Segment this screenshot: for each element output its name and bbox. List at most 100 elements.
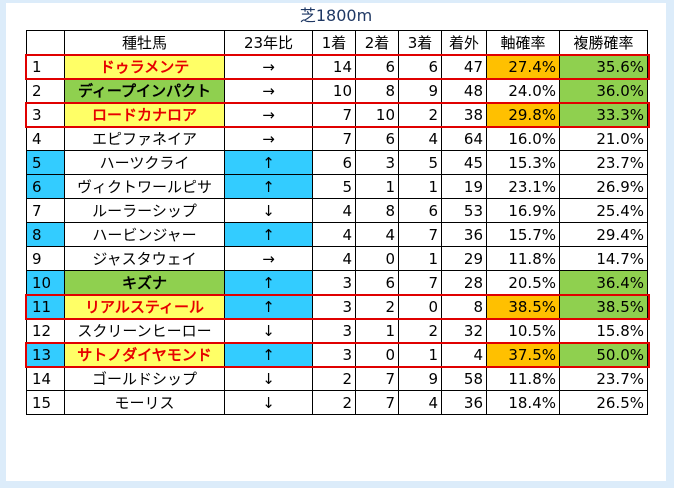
first-count: 4 [312, 246, 356, 271]
rank-cell: 1 [26, 54, 65, 79]
header-third: 3着 [398, 30, 442, 55]
first-count: 3 [312, 318, 356, 343]
sire-name: ルーラーシップ [64, 198, 225, 223]
table-row: 9 ジャスタウェイ → 4 0 1 29 11.8% 14.7% [26, 246, 648, 271]
header-axis-rate: 軸確率 [486, 30, 560, 55]
unplaced-count: 47 [441, 54, 487, 79]
header-place-rate: 複勝確率 [559, 30, 648, 55]
sire-name: キズナ [64, 270, 225, 295]
second-count: 0 [355, 246, 399, 271]
header-rank [26, 30, 65, 55]
axis-rate: 16.0% [486, 126, 560, 151]
sire-name: ゴールドシップ [64, 366, 225, 391]
place-rate: 29.4% [559, 222, 648, 247]
sire-name: ハーツクライ [64, 150, 225, 175]
second-count: 6 [355, 54, 399, 79]
rank-cell: 10 [26, 270, 65, 295]
trend-arrow: → [224, 246, 313, 271]
table-row: 3 ロードカナロア → 7 10 2 38 29.8% 33.3% [26, 102, 648, 127]
unplaced-count: 29 [441, 246, 487, 271]
place-rate: 35.6% [559, 54, 648, 79]
header-row: 種牡馬 23年比 1着 2着 3着 着外 軸確率 複勝確率 [26, 30, 648, 55]
first-count: 7 [312, 102, 356, 127]
first-count: 3 [312, 294, 356, 319]
place-rate: 15.8% [559, 318, 648, 343]
first-count: 4 [312, 222, 356, 247]
second-count: 3 [355, 150, 399, 175]
table-row: 14 ゴールドシップ ↓ 2 7 9 58 11.8% 23.7% [26, 366, 648, 391]
table-row: 13 サトノダイヤモンド ↑ 3 0 1 4 37.5% 50.0% [26, 342, 648, 367]
sire-name: ヴィクトワールピサ [64, 174, 225, 199]
unplaced-count: 4 [441, 342, 487, 367]
rank-cell: 5 [26, 150, 65, 175]
first-count: 14 [312, 54, 356, 79]
axis-rate: 16.9% [486, 198, 560, 223]
first-count: 2 [312, 366, 356, 391]
axis-rate: 23.1% [486, 174, 560, 199]
rank-cell: 15 [26, 390, 65, 415]
sire-name: スクリーンヒーロー [64, 318, 225, 343]
first-count: 3 [312, 270, 356, 295]
second-count: 6 [355, 270, 399, 295]
table-row: 8 ハービンジャー ↑ 4 4 7 36 15.7% 29.4% [26, 222, 648, 247]
third-count: 0 [398, 294, 442, 319]
axis-rate: 18.4% [486, 390, 560, 415]
place-rate: 21.0% [559, 126, 648, 151]
trend-arrow: ↓ [224, 318, 313, 343]
axis-rate: 15.7% [486, 222, 560, 247]
place-rate: 25.4% [559, 198, 648, 223]
axis-rate: 24.0% [486, 78, 560, 103]
trend-arrow: ↑ [224, 150, 313, 175]
axis-rate: 11.8% [486, 246, 560, 271]
third-count: 6 [398, 198, 442, 223]
unplaced-count: 53 [441, 198, 487, 223]
sire-stats-table: 種牡馬 23年比 1着 2着 3着 着外 軸確率 複勝確率 1 ドゥラメンテ → 14… [26, 30, 648, 415]
unplaced-count: 32 [441, 318, 487, 343]
table-row: 10 キズナ ↑ 3 6 7 28 20.5% 36.4% [26, 270, 648, 295]
second-count: 1 [355, 318, 399, 343]
third-count: 7 [398, 222, 442, 247]
axis-rate: 37.5% [486, 342, 560, 367]
third-count: 7 [398, 270, 442, 295]
second-count: 8 [355, 78, 399, 103]
first-count: 5 [312, 174, 356, 199]
axis-rate: 29.8% [486, 102, 560, 127]
trend-arrow: → [224, 78, 313, 103]
table-row: 6 ヴィクトワールピサ ↑ 5 1 1 19 23.1% 26.9% [26, 174, 648, 199]
unplaced-count: 58 [441, 366, 487, 391]
trend-arrow: → [224, 102, 313, 127]
rank-cell: 11 [26, 294, 65, 319]
sire-name: サトノダイヤモンド [64, 342, 225, 367]
trend-arrow: ↓ [224, 198, 313, 223]
unplaced-count: 36 [441, 390, 487, 415]
third-count: 4 [398, 126, 442, 151]
trend-arrow: ↑ [224, 222, 313, 247]
place-rate: 36.4% [559, 270, 648, 295]
table-title: 芝1800m [299, 6, 373, 25]
second-count: 6 [355, 126, 399, 151]
unplaced-count: 64 [441, 126, 487, 151]
trend-arrow: → [224, 54, 313, 79]
third-count: 2 [398, 318, 442, 343]
table-row: 5 ハーツクライ ↑ 6 3 5 45 15.3% 23.7% [26, 150, 648, 175]
trend-arrow: ↓ [224, 366, 313, 391]
first-count: 6 [312, 150, 356, 175]
rank-cell: 13 [26, 342, 65, 367]
rank-cell: 14 [26, 366, 65, 391]
first-count: 10 [312, 78, 356, 103]
table-row: 15 モーリス ↓ 2 7 4 36 18.4% 26.5% [26, 390, 648, 415]
sire-name: モーリス [64, 390, 225, 415]
sire-name: エピファネイア [64, 126, 225, 151]
third-count: 9 [398, 78, 442, 103]
trend-arrow: → [224, 126, 313, 151]
table-row: 12 スクリーンヒーロー ↓ 3 1 2 32 10.5% 15.8% [26, 318, 648, 343]
unplaced-count: 19 [441, 174, 487, 199]
second-count: 0 [355, 342, 399, 367]
first-count: 3 [312, 342, 356, 367]
axis-rate: 10.5% [486, 318, 560, 343]
header-unplaced: 着外 [441, 30, 487, 55]
table-row: 11 リアルスティール ↑ 3 2 0 8 38.5% 38.5% [26, 294, 648, 319]
trend-arrow: ↑ [224, 270, 313, 295]
rank-cell: 4 [26, 126, 65, 151]
unplaced-count: 45 [441, 150, 487, 175]
